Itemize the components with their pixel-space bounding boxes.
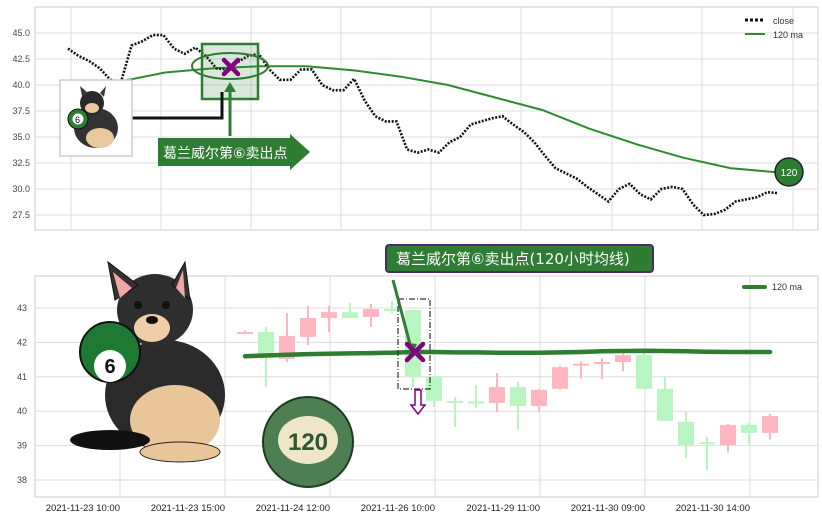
down-arrow-icon: [409, 389, 427, 416]
candle: [552, 365, 568, 390]
candle: [489, 373, 505, 412]
dog-thumbnail: 6: [59, 79, 133, 157]
candle: [447, 397, 463, 428]
signal-dashed-box: [397, 298, 431, 390]
bottom-y-tick-label: 39: [17, 441, 27, 451]
bottom-ma-line: [242, 348, 773, 359]
candle-body: [636, 355, 652, 389]
top-y-tick-label: 30.0: [12, 184, 30, 194]
top-legend: close 120 ma: [745, 16, 803, 40]
top-y-tick-label: 35.0: [12, 132, 30, 142]
ball-120-label: 120: [288, 429, 328, 456]
bottom-label-text: 葛兰威尔第⑥卖出点(120小时均线): [396, 250, 630, 268]
candle-body: [573, 363, 589, 366]
sell-mark-bottom: [404, 341, 426, 363]
top-label-arrow: 葛兰威尔第⑥卖出点: [158, 134, 310, 170]
candle: [699, 437, 715, 471]
candle: [762, 413, 778, 440]
candle-body: [699, 442, 715, 445]
legend-ma-label: 120 ma: [773, 30, 803, 40]
top-grid: [35, 7, 818, 230]
candle-body: [321, 312, 337, 318]
candle: [468, 385, 484, 409]
candle-body: [657, 388, 673, 421]
bottom-x-tick-label: 2021-11-30 14:00: [676, 503, 750, 514]
top-y-tick-label: 45.0: [12, 28, 30, 38]
ma-badge-label: 120: [781, 168, 798, 179]
candle-body: [552, 367, 568, 389]
candle: [342, 302, 358, 319]
top-y-ticks: 27.5 30.0 32.5 35.0 37.5 40.0 42.5 45.0: [12, 28, 30, 220]
candle: [741, 422, 757, 445]
candle: [615, 352, 631, 372]
bottom-x-tick-label: 2021-11-24 12:00: [256, 503, 330, 514]
top-label-text: 葛兰威尔第⑥卖出点: [163, 145, 288, 162]
candle-body: [363, 309, 379, 317]
candle: [657, 376, 673, 421]
candle-body: [762, 416, 778, 433]
up-arrow-head: [224, 82, 236, 92]
candle: [321, 305, 337, 333]
bottom-y-tick-label: 40: [17, 406, 27, 416]
top-y-tick-label: 32.5: [12, 158, 30, 168]
candle-body: [447, 400, 463, 403]
candle-body: [531, 389, 547, 407]
ma-badge: 120: [774, 157, 804, 187]
candle: [720, 423, 736, 453]
top-price-panel: 27.5 30.0 32.5 35.0 37.5 40.0 42.5 45.0 close 1…: [12, 6, 819, 231]
candle: [636, 352, 652, 389]
legend-close-label: close: [773, 16, 794, 26]
bottom-y-tick-label: 38: [17, 475, 27, 485]
candle-body: [384, 309, 400, 312]
candle: [594, 357, 610, 380]
candle: [573, 361, 589, 379]
candle-body: [510, 387, 526, 407]
candle-body: [300, 317, 316, 337]
candle-body: [468, 401, 484, 404]
highlight-ellipse: [191, 52, 269, 80]
bottom-x-tick-label: 2021-11-23 15:00: [151, 503, 225, 514]
top-y-tick-label: 37.5: [12, 106, 30, 116]
candle-body: [258, 332, 274, 356]
candle: [510, 381, 526, 431]
pointer-line: [391, 279, 413, 349]
top-y-tick-label: 40.0: [12, 80, 30, 90]
candle-body: [741, 424, 757, 433]
bottom-y-tick-label: 43: [17, 303, 27, 313]
dog-illustration: 6: [70, 260, 225, 463]
bottom-y-ticks: 38 39 40 41 42 43: [17, 303, 27, 485]
bottom-x-tick-label: 2021-11-26 10:00: [361, 503, 435, 514]
bottom-legend: 120 ma: [742, 282, 802, 292]
candle-body: [342, 312, 358, 318]
candle: [384, 301, 400, 314]
bottom-x-tick-label: 2021-11-29 11:00: [466, 503, 540, 514]
bottom-x-tick-label: 2021-11-30 09:00: [571, 503, 645, 514]
top-y-tick-label: 42.5: [12, 54, 30, 64]
bottom-y-tick-label: 42: [17, 337, 27, 347]
ball-120: 120: [262, 396, 354, 488]
candle: [300, 305, 316, 346]
candle-body: [489, 387, 505, 403]
candle: [237, 330, 253, 335]
candle: [678, 411, 694, 458]
ball-6-small-label: 6: [75, 115, 80, 125]
ball-6-label: 6: [104, 356, 115, 378]
legend-ma-label-bottom: 120 ma: [772, 282, 802, 292]
bottom-label: 葛兰威尔第⑥卖出点(120小时均线): [385, 244, 654, 273]
connector-line: [128, 92, 224, 120]
candle-body: [720, 424, 736, 445]
candle: [363, 303, 379, 327]
candle-body: [678, 421, 694, 445]
sell-mark-top: [221, 57, 241, 77]
candle: [531, 388, 547, 412]
bottom-x-tick-label: 2021-11-23 10:00: [46, 503, 120, 514]
candle-body: [594, 362, 610, 365]
candle-body: [237, 332, 253, 335]
top-y-tick-label: 27.5: [12, 210, 30, 220]
bottom-y-tick-label: 41: [17, 372, 27, 382]
candle-body: [615, 355, 631, 363]
bottom-x-ticks: 2021-11-23 10:00 2021-11-23 15:00 2021-11-…: [46, 503, 750, 514]
